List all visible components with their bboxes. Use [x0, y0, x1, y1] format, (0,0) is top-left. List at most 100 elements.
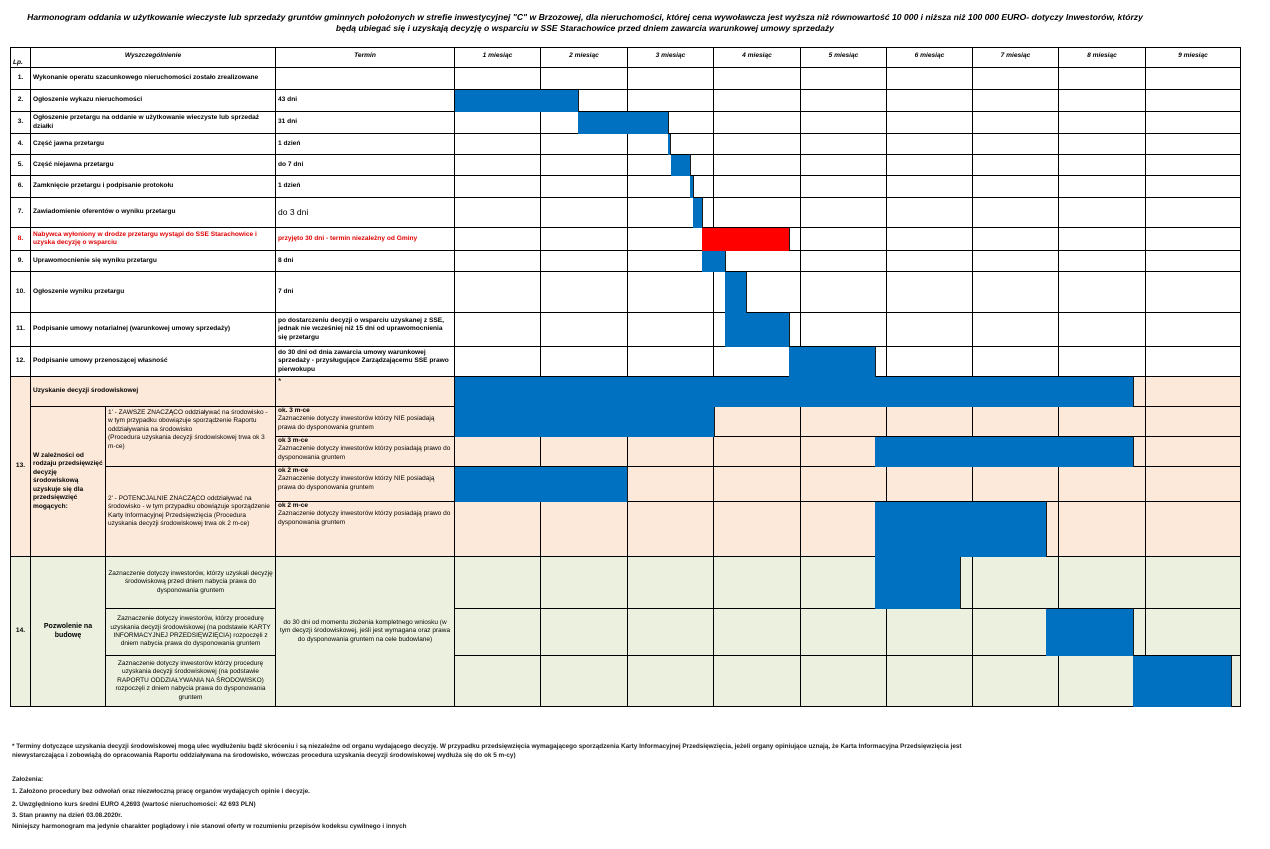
month-cell — [713, 154, 801, 176]
month-cell — [713, 227, 801, 251]
month-cell — [627, 436, 714, 467]
month-cell — [540, 227, 628, 251]
month-cell — [1058, 312, 1146, 347]
month-cell — [1145, 227, 1241, 251]
month-cell — [886, 271, 973, 313]
month-cell — [454, 501, 541, 557]
month-cell — [886, 608, 973, 656]
month-cell — [972, 227, 1059, 251]
month-cell — [800, 67, 887, 90]
month-cell — [1058, 406, 1146, 437]
month-cell — [713, 250, 801, 272]
month-cell — [972, 436, 1059, 467]
month-cell — [540, 154, 628, 176]
month-cell — [713, 346, 801, 377]
month-cell — [713, 271, 801, 313]
month-cell — [627, 501, 714, 557]
footnote-line-2: niewystarczająca i zobowiążą do opracowa… — [12, 752, 516, 759]
month-cell — [1058, 556, 1146, 609]
month-cell — [713, 556, 801, 609]
month-cell — [972, 466, 1059, 502]
month-cell — [886, 501, 973, 557]
row-desc: Ogłoszenie wyniku przetargu — [30, 271, 276, 313]
month-cell — [540, 655, 628, 707]
row-term: 8 dni — [275, 250, 455, 272]
month-cell — [886, 250, 973, 272]
month-cell — [540, 501, 628, 557]
row-desc: Podpisanie umowy przenoszącej własność — [30, 346, 276, 377]
month-cell — [886, 346, 973, 377]
month-cell — [540, 197, 628, 228]
table-row: 2' - POTENCJALNIE ZNACZĄCO oddziaływać n… — [11, 466, 1241, 557]
row-lp: 4. — [10, 133, 31, 155]
month-cell — [1145, 175, 1241, 198]
month-cell — [800, 376, 887, 407]
month-cell — [540, 89, 628, 112]
month-cell — [627, 111, 714, 134]
month-cell — [454, 154, 541, 176]
table-row: 7. Zawiadomienie oferentów o wyniku przet… — [10, 197, 1241, 228]
assumption-item: 2. Uwzględniono kurs średni EURO 4,2693 … — [12, 801, 256, 808]
row-lp: 2. — [10, 89, 31, 112]
permit-case: Zaznaczenie dotyczy inwestorów, którzy u… — [105, 556, 276, 609]
assumption-item: 1. Założono procedury bez odwołań oraz n… — [12, 788, 310, 795]
title-line-1: Harmonogram oddania w użytkowanie wieczy… — [27, 12, 1143, 22]
row-desc: Ogłoszenie wykazu nieruchomości — [30, 89, 276, 112]
month-cell — [540, 175, 628, 198]
month-cell — [627, 250, 714, 272]
month-cell — [627, 608, 714, 656]
month-cell — [800, 406, 887, 437]
month-cell — [886, 133, 973, 155]
assumptions-title: Założenia: — [12, 776, 44, 783]
month-cell — [713, 312, 801, 347]
month-cell — [886, 466, 973, 502]
month-cell — [972, 89, 1059, 112]
month-cell — [1058, 501, 1146, 557]
row-term: ok. 3 m-ce Zaznaczenie dotyczy inwestorów… — [275, 406, 455, 437]
month-cell — [1145, 608, 1241, 656]
row-term: po dostarczeniu decyzji o wsparciu uzysk… — [275, 312, 455, 347]
month-cell — [713, 133, 801, 155]
month-cell — [1145, 133, 1241, 155]
month-cell — [627, 133, 714, 155]
month-cell — [540, 67, 628, 90]
month-cell — [627, 227, 714, 251]
month-cell — [627, 89, 714, 112]
month-cell — [1058, 436, 1146, 467]
month-cell — [713, 197, 801, 228]
month-cell — [627, 406, 714, 437]
month-cell — [972, 608, 1059, 656]
month-cell — [800, 154, 887, 176]
month-cell — [1145, 89, 1241, 112]
month-cell — [627, 197, 714, 228]
month-cell — [627, 312, 714, 347]
month-cell — [1058, 271, 1146, 313]
month-cell — [886, 67, 973, 90]
footnote-line-1: * Terminy dotyczące uzyskania decyzji śr… — [12, 743, 962, 750]
month-cell — [454, 89, 541, 112]
month-cell — [627, 376, 714, 407]
env-option-1: 1' - ZAWSZE ZNACZĄCO oddziaływać na środ… — [105, 406, 276, 467]
table-row: 3. Ogłoszenie przetargu na oddanie w użyt… — [10, 111, 1241, 134]
schedule-table-wrap: Lp. Wyszczególnienie Termin 1 miesiąc 2 m… — [10, 47, 1241, 707]
month-cell — [713, 67, 801, 90]
row-term — [275, 67, 455, 90]
month-cell — [972, 406, 1059, 437]
table-row: 6. Zamknięcie przetargu i podpisanie prot… — [10, 175, 1241, 198]
month-cell — [713, 466, 801, 502]
assumption-item: 3. Stan prawny na dzień 03.08.2020r. — [12, 812, 123, 819]
header-row: Lp. Wyszczególnienie Termin 1 miesiąc 2 m… — [10, 47, 1241, 68]
month-cell — [972, 175, 1059, 198]
month-cell — [1145, 197, 1241, 228]
month-cell — [800, 466, 887, 502]
month-cell — [972, 556, 1059, 609]
month-cell — [454, 271, 541, 313]
header-month: 2 miesiąc — [540, 47, 628, 68]
row-term: ok 2 m-ce Zaznaczenie dotyczy inwestorów … — [275, 466, 455, 502]
month-cell — [800, 608, 887, 656]
month-cell — [627, 655, 714, 707]
month-cell — [454, 67, 541, 90]
month-cell — [454, 608, 541, 656]
table-row: 2. Ogłoszenie wykazu nieruchomości 43 dni — [10, 89, 1241, 112]
row-lp: 7. — [10, 197, 31, 228]
